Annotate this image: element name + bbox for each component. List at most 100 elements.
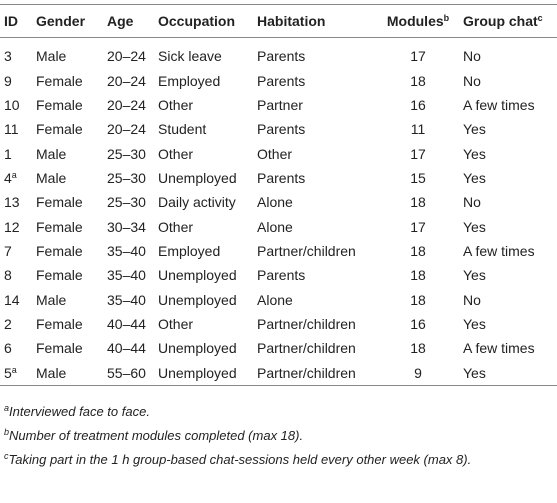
cell: 20–24 bbox=[103, 68, 154, 92]
modules: 17 bbox=[410, 145, 426, 162]
age: 55–60 bbox=[107, 364, 146, 381]
occupation: Other bbox=[158, 218, 194, 235]
cell: Unemployed bbox=[154, 336, 253, 360]
gender: Male bbox=[36, 145, 67, 162]
cell: Employed bbox=[154, 68, 253, 92]
footnote: bNumber of treatment modules completed (… bbox=[0, 420, 557, 444]
habitation: Partner/children bbox=[257, 315, 356, 332]
cell: Parents bbox=[253, 68, 373, 92]
cell: No bbox=[459, 287, 557, 311]
id: 14 bbox=[4, 291, 20, 308]
header-label: Modules bbox=[386, 13, 444, 29]
occupation: Student bbox=[158, 121, 207, 138]
cell: Yes bbox=[459, 117, 557, 141]
cell: Unemployed bbox=[154, 166, 253, 190]
cell: A few times bbox=[459, 93, 557, 117]
cell: Female bbox=[32, 263, 103, 287]
cell: 18 bbox=[373, 190, 459, 214]
cell: Yes bbox=[459, 141, 557, 165]
id: 13 bbox=[4, 194, 20, 211]
header-cell: Habitation bbox=[253, 4, 373, 38]
cell: 5a bbox=[0, 360, 32, 386]
footnote-text: Number of treatment modules completed (m… bbox=[9, 427, 304, 443]
id: 11 bbox=[4, 121, 19, 138]
cell: 35–40 bbox=[103, 287, 154, 311]
occupation: Other bbox=[158, 96, 194, 113]
data-table: ID Gender Age Occupation Habitation Modulesb G… bbox=[0, 4, 557, 386]
cell: Daily activity bbox=[154, 190, 253, 214]
modules: 16 bbox=[410, 96, 426, 113]
id: 10 bbox=[4, 96, 20, 113]
cell: Other bbox=[154, 214, 253, 238]
gender: Female bbox=[36, 121, 83, 138]
group-chat: A few times bbox=[463, 340, 535, 357]
footnote-mark: b bbox=[4, 426, 10, 437]
cell: Male bbox=[32, 141, 103, 165]
id: 5 bbox=[4, 364, 12, 381]
cell: Partner bbox=[253, 93, 373, 117]
gender: Female bbox=[36, 340, 83, 357]
table-row: 9 Female 20–24 Employed Parents 18 No bbox=[0, 68, 557, 92]
cell: Female bbox=[32, 312, 103, 336]
header-label: ID bbox=[4, 13, 18, 29]
cell: Parents bbox=[253, 38, 373, 69]
cell: Other bbox=[154, 141, 253, 165]
cell: Male bbox=[32, 287, 103, 311]
cell: Student bbox=[154, 117, 253, 141]
cell: 25–30 bbox=[103, 166, 154, 190]
occupation: Unemployed bbox=[158, 267, 237, 284]
cell: 7 bbox=[0, 239, 32, 263]
cell: Alone bbox=[253, 287, 373, 311]
cell: 14 bbox=[0, 287, 32, 311]
cell: 35–40 bbox=[103, 263, 154, 287]
cell: 15 bbox=[373, 166, 459, 190]
cell: Male bbox=[32, 166, 103, 190]
cell: 10 bbox=[0, 93, 32, 117]
header-cell: Gender bbox=[32, 4, 103, 38]
table-row: 8 Female 35–40 Unemployed Parents 18 Yes bbox=[0, 263, 557, 287]
modules: 18 bbox=[410, 267, 426, 284]
gender: Male bbox=[36, 291, 67, 308]
cell: 18 bbox=[373, 287, 459, 311]
gender: Male bbox=[36, 364, 67, 381]
header-superscript: c bbox=[537, 13, 543, 23]
modules: 18 bbox=[410, 291, 426, 308]
cell: Other bbox=[154, 312, 253, 336]
cell: Female bbox=[32, 214, 103, 238]
group-chat: Yes bbox=[463, 169, 486, 186]
gender: Female bbox=[36, 194, 83, 211]
cell: Female bbox=[32, 117, 103, 141]
cell: Unemployed bbox=[154, 263, 253, 287]
id: 6 bbox=[4, 340, 12, 357]
cell: Sick leave bbox=[154, 38, 253, 69]
group-chat: No bbox=[463, 194, 481, 211]
gender: Male bbox=[36, 169, 67, 186]
gender: Female bbox=[36, 96, 83, 113]
age: 25–30 bbox=[107, 169, 146, 186]
cell: Parents bbox=[253, 263, 373, 287]
group-chat: A few times bbox=[463, 96, 535, 113]
age: 35–40 bbox=[107, 291, 146, 308]
cell: Male bbox=[32, 38, 103, 69]
habitation: Alone bbox=[257, 218, 293, 235]
footnote-text: Taking part in the 1 h group-based chat-… bbox=[8, 451, 472, 467]
cell: Yes bbox=[459, 312, 557, 336]
id: 2 bbox=[4, 315, 12, 332]
age: 25–30 bbox=[107, 194, 146, 211]
page: ID Gender Age Occupation Habitation Modulesb G… bbox=[0, 4, 557, 503]
modules: 17 bbox=[410, 218, 426, 235]
header-label: Habitation bbox=[257, 13, 326, 29]
gender: Female bbox=[36, 242, 83, 259]
cell: Partner/children bbox=[253, 336, 373, 360]
habitation: Partner bbox=[257, 96, 303, 113]
cell: No bbox=[459, 38, 557, 69]
header-label: Age bbox=[107, 13, 134, 29]
cell: 13 bbox=[0, 190, 32, 214]
id: 8 bbox=[4, 267, 12, 284]
cell: 18 bbox=[373, 239, 459, 263]
id-superscript: a bbox=[11, 364, 17, 375]
habitation: Other bbox=[257, 145, 293, 162]
cell: Other bbox=[154, 93, 253, 117]
cell: Unemployed bbox=[154, 360, 253, 386]
id: 1 bbox=[4, 145, 12, 162]
